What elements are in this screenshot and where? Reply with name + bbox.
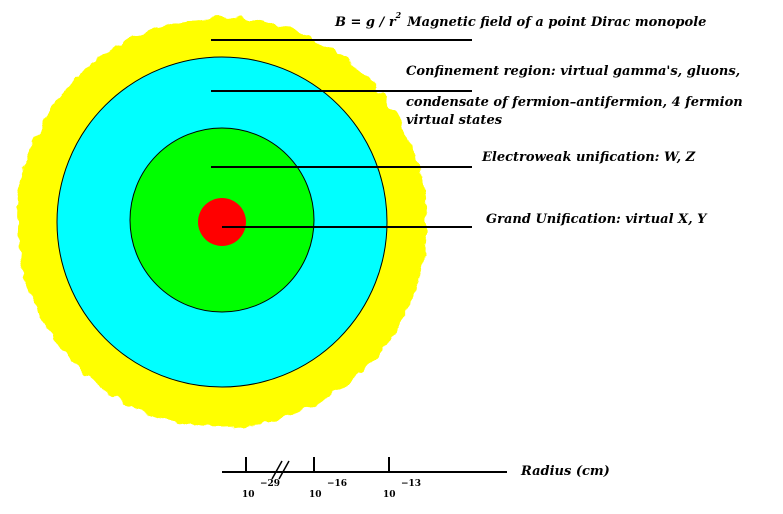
axis-tick-label-1-exponent: −29 [260, 479, 280, 489]
monopole-text: Magnetic field of a point Dirac monopole [406, 15, 706, 30]
axis-tick-label-3-base: 10 [383, 490, 396, 500]
axis-tick-label-3-exponent: −13 [401, 479, 421, 489]
monopole-exponent: 2 [395, 10, 402, 20]
grand-unification-label: Grand Unification: virtual X, Y [486, 212, 708, 227]
axis-tick-label-2-base: 10 [309, 490, 322, 500]
electroweak-label: Electroweak unification: W, Z [481, 150, 696, 165]
monopole-label: B = g / r2 Magnetic field of a point Dira… [334, 10, 706, 30]
axis-break-mark-1 [271, 460, 283, 480]
axis-tick-label-2-exponent: −16 [327, 479, 347, 489]
radius-axis-label: Radius (cm) [520, 464, 610, 479]
grand-unification-region [198, 198, 246, 246]
confinement-label-line1: Confinement region: virtual gamma's, glu… [406, 64, 740, 79]
axis-tick-label-1-base: 10 [242, 490, 255, 500]
confinement-label-line2: condensate of fermion–antifermion, 4 fer… [406, 95, 743, 110]
axis-break-mark-2 [278, 460, 290, 480]
monopole-formula: B = g / r [334, 15, 397, 30]
confinement-label-line3: virtual states [406, 113, 503, 128]
